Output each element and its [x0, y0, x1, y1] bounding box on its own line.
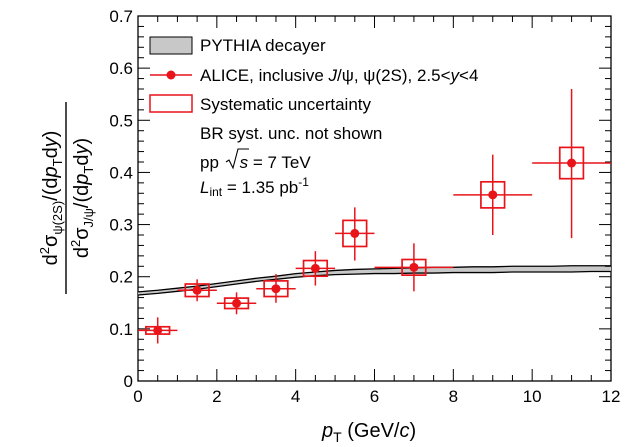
y-tick-label: 0.5 [109, 111, 133, 130]
y-tick-label: 0.6 [109, 59, 133, 78]
data-point [310, 263, 320, 273]
pythia-band-group [137, 265, 611, 296]
y-tick-label: 0.2 [109, 268, 133, 287]
legend-syst-label: Systematic uncertainty [200, 95, 372, 114]
x-tick-label: 4 [291, 387, 300, 406]
data-point [192, 285, 202, 295]
legend: PYTHIA decayer ALICE, inclusive J/ψ, ψ(2… [149, 36, 478, 199]
axis-ticks-group [137, 15, 612, 382]
x-tick-label: 6 [370, 387, 379, 406]
data-point [232, 298, 242, 308]
legend-br-note: BR syst. unc. not shown [200, 124, 382, 143]
systematic-box [184, 283, 210, 298]
y-tick-label: 0.7 [109, 7, 133, 26]
systematic-box [480, 180, 506, 209]
pythia-band-lower-edge [137, 270, 611, 296]
legend-alice-marker [166, 70, 176, 80]
systematic-box [263, 280, 289, 298]
legend-pythia-label: PYTHIA decayer [200, 36, 326, 55]
data-point [409, 262, 419, 272]
data-point [153, 325, 163, 335]
x-tick-label: 2 [212, 387, 221, 406]
y-tick-label: 0 [124, 372, 133, 391]
pythia-band [138, 265, 611, 295]
y-axis-denominator: d2σJ/ψ/(dpTdy) [68, 138, 96, 258]
y-tick-label: 0.3 [109, 216, 133, 235]
legend-lumi: Lint = 1.35 pb-1 [200, 175, 309, 199]
systematic-box [223, 297, 250, 310]
systematic-box [401, 258, 427, 276]
x-tick-label: 8 [449, 387, 458, 406]
data-point [488, 190, 498, 200]
systematic-box [302, 259, 329, 278]
sqrt-sign [225, 148, 249, 170]
y-tick-label: 0.4 [109, 163, 133, 182]
x-tick-label: 0 [133, 387, 142, 406]
y-tick-label: 0.1 [109, 320, 133, 339]
y-axis-title: d2σψ(2S)/(dpTdy) d2σJ/ψ/(dpTdy) [37, 102, 96, 294]
systematic-box [342, 219, 368, 248]
legend-alice-label: ALICE, inclusive J/ψ, ψ(2S), 2.5<y<4 [200, 66, 478, 85]
x-axis-title: pT (GeV/c) [321, 420, 416, 445]
x-tick-label: 12 [602, 387, 621, 406]
data-point [567, 158, 577, 168]
pythia-band-upper-edge [137, 265, 611, 293]
legend-pythia-swatch [149, 36, 193, 55]
data-points-group [138, 89, 611, 344]
systematic-box [558, 146, 585, 180]
data-point [271, 284, 281, 294]
x-tick-label: 10 [523, 387, 542, 406]
legend-energy: pp s = 7 TeV [200, 153, 311, 172]
tick-labels-group: 0 2 4 6 8 10 12 0 0.1 0.2 0.3 0.4 0.5 0.6 0.7 [109, 7, 620, 406]
data-point [350, 228, 360, 238]
legend-syst-swatch [149, 94, 193, 113]
y-axis-numerator: d2σψ(2S)/(dpTdy) [37, 131, 65, 266]
